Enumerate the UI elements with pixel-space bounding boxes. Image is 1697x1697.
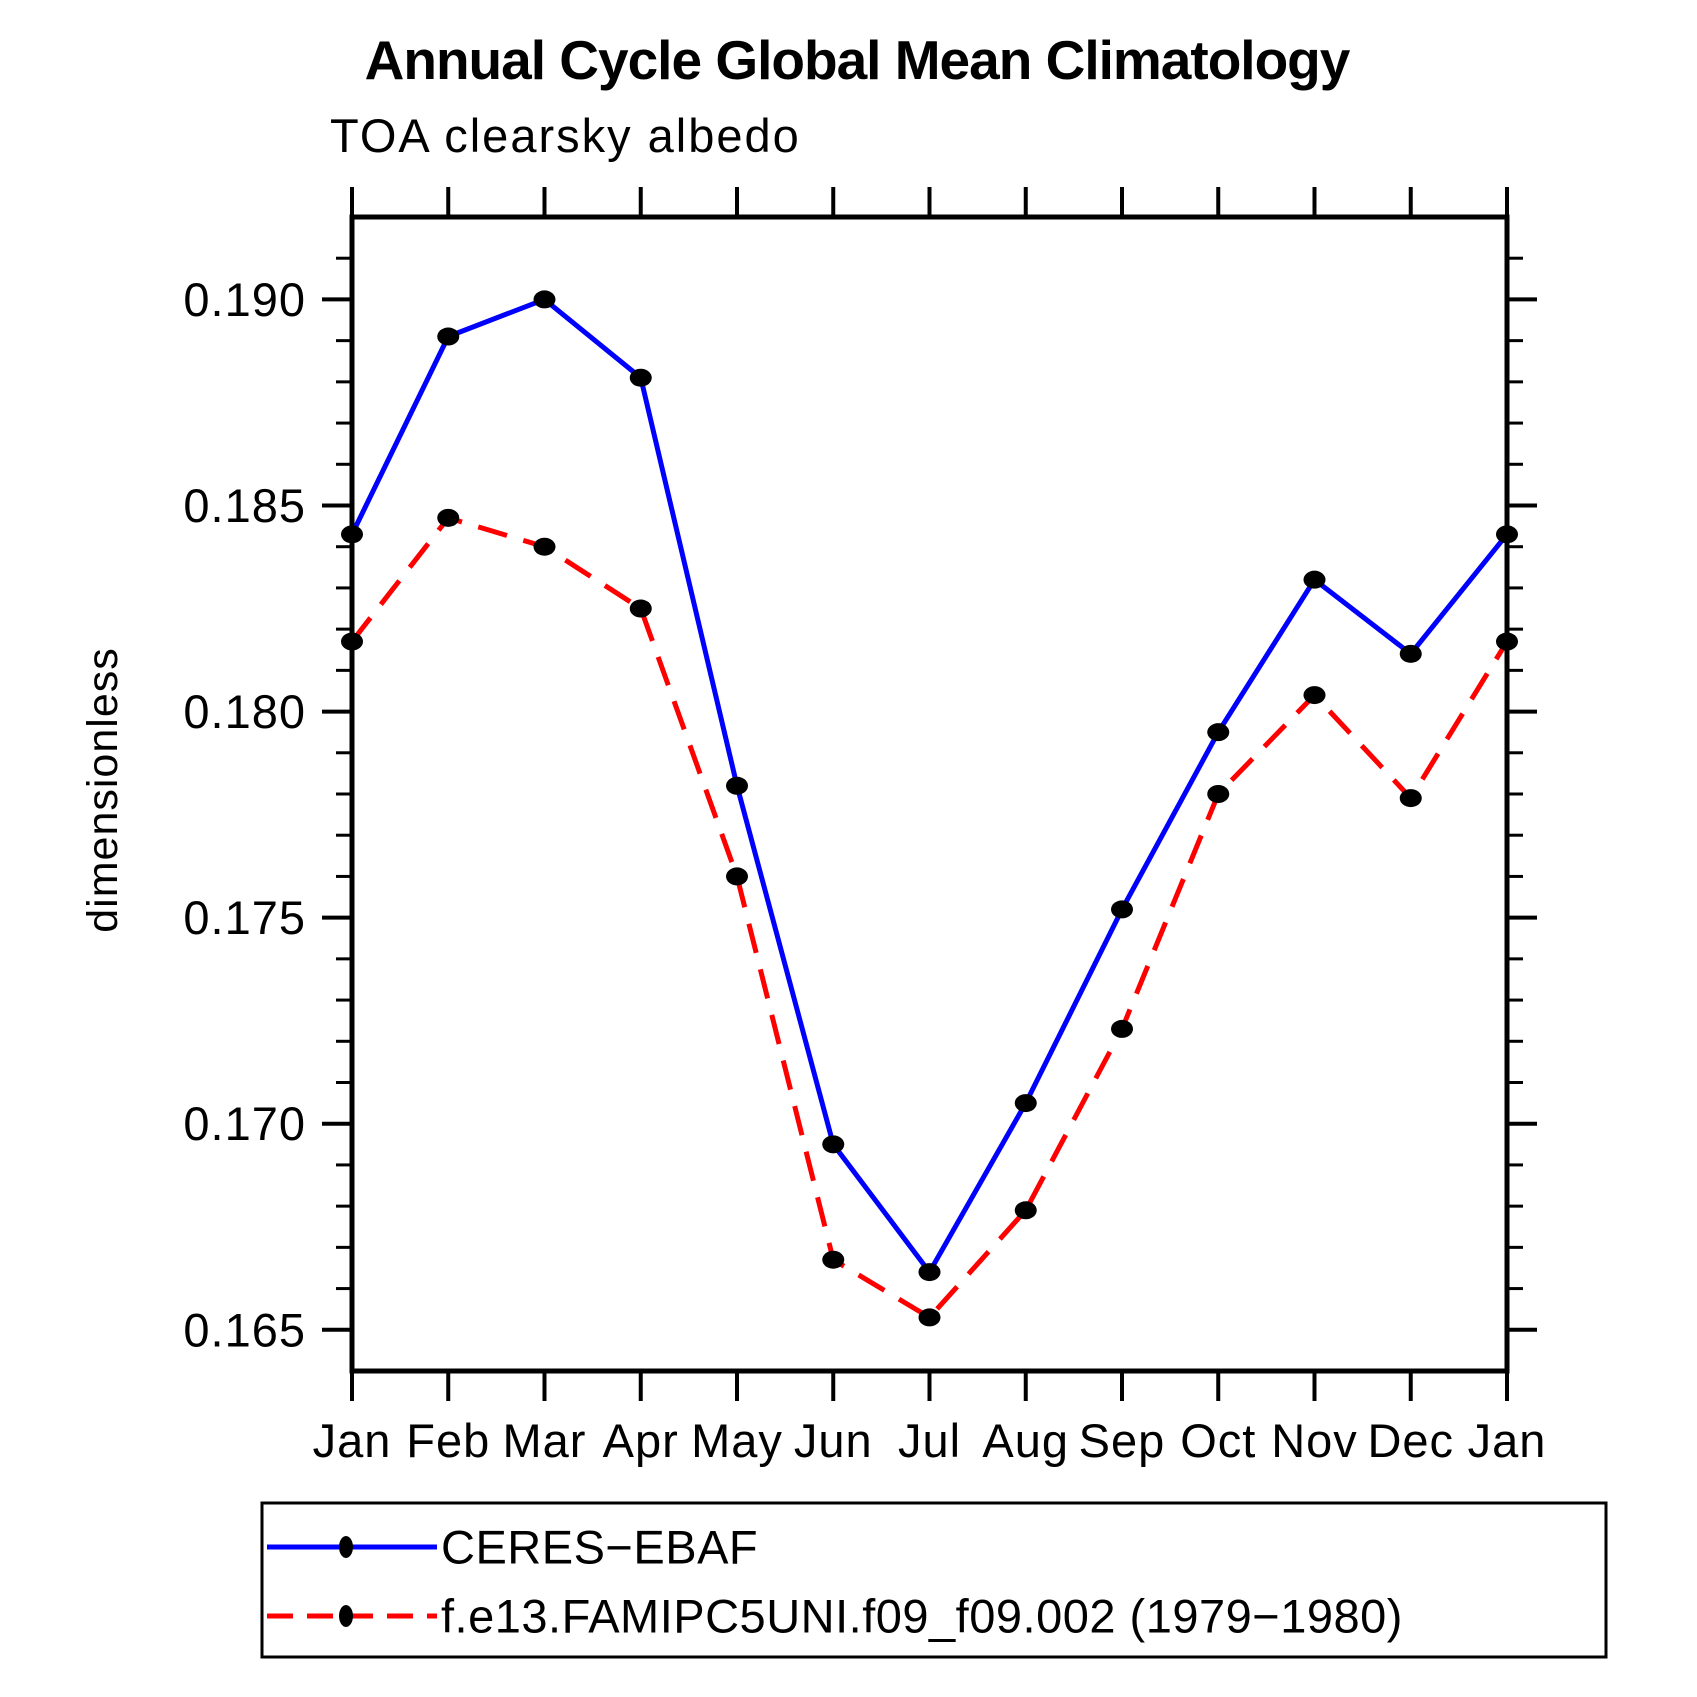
series-line-0 xyxy=(349,296,1509,1277)
legend-label-ceres: CERES−EBAF xyxy=(441,1521,758,1574)
y-tick-label: 0.175 xyxy=(183,891,306,944)
axis-ticks xyxy=(322,187,1537,1401)
data-point-0-5 xyxy=(822,1135,845,1154)
plot-border xyxy=(349,214,1510,1374)
x-tick-label: Jul xyxy=(898,1414,961,1467)
data-point-0-9 xyxy=(1207,723,1230,742)
data-point-1-5 xyxy=(822,1250,845,1269)
data-point-1-0 xyxy=(341,632,363,651)
x-tick-label: Oct xyxy=(1180,1414,1256,1467)
legend-entry-model: f.e13.FAMIPC5UNI.f09_f09.002 (1979−1980) xyxy=(267,1590,1403,1643)
y-tick-label: 0.185 xyxy=(183,479,306,532)
data-point-1-1 xyxy=(437,508,460,527)
legend-box xyxy=(260,1501,1608,1659)
chart-title: Annual Cycle Global Mean Climatology xyxy=(365,29,1351,91)
x-tick-label: Jan xyxy=(313,1414,392,1467)
legend-marker-dot xyxy=(339,1605,353,1627)
data-point-0-4 xyxy=(726,776,748,795)
y-tick-label: 0.190 xyxy=(183,273,306,326)
data-point-1-2 xyxy=(533,537,556,556)
y-axis-label: dimensionless xyxy=(79,647,127,932)
data-point-1-4 xyxy=(726,867,748,886)
legend-marker-dot xyxy=(339,1536,353,1558)
data-point-0-11 xyxy=(1399,644,1422,663)
data-markers xyxy=(341,290,1518,1327)
data-point-1-12 xyxy=(1496,632,1518,651)
data-point-1-10 xyxy=(1303,686,1326,705)
x-tick-label: Jun xyxy=(794,1414,873,1467)
y-tick-labels: 0.165 0.170 0.175 0.180 0.185 0.190 xyxy=(183,273,306,1356)
y-tick-label: 0.180 xyxy=(183,685,306,738)
y-tick-label: 0.170 xyxy=(183,1097,306,1150)
data-point-0-1 xyxy=(437,327,460,346)
x-tick-label: Apr xyxy=(603,1414,679,1467)
data-point-0-3 xyxy=(629,368,652,387)
legend-label-model: f.e13.FAMIPC5UNI.f09_f09.002 (1979−1980) xyxy=(441,1590,1403,1643)
data-point-1-3 xyxy=(629,599,652,618)
data-point-0-6 xyxy=(918,1263,941,1282)
data-point-0-2 xyxy=(533,290,556,309)
x-tick-label: Nov xyxy=(1271,1414,1358,1467)
x-tick-label: Feb xyxy=(406,1414,490,1467)
data-point-1-6 xyxy=(918,1308,941,1327)
data-point-1-9 xyxy=(1207,785,1230,803)
data-point-1-11 xyxy=(1399,789,1422,808)
x-tick-labels: Jan Feb Mar Apr May Jun Jul Aug Sep Oct Nov Dec Jan xyxy=(313,1414,1547,1467)
plot-area: 0.165 0.170 0.175 0.180 0.185 0.190 Jan Feb Mar… xyxy=(183,187,1547,1467)
series-line-1 xyxy=(350,514,1510,1321)
legend: CERES−EBAF f.e13.FAMIPC5UNI.f09_f09.002 … xyxy=(260,1501,1608,1659)
data-point-0-12 xyxy=(1496,525,1518,544)
data-point-0-7 xyxy=(1014,1094,1037,1113)
x-tick-label: Dec xyxy=(1367,1414,1454,1467)
legend-entry-ceres: CERES−EBAF xyxy=(267,1521,758,1574)
y-tick-label: 0.165 xyxy=(183,1303,306,1356)
x-tick-label: May xyxy=(691,1414,783,1467)
x-tick-label: Jan xyxy=(1468,1414,1547,1467)
data-point-0-10 xyxy=(1303,570,1326,589)
chart-subtitle: TOA clearsky albedo xyxy=(330,109,801,162)
x-tick-label: Aug xyxy=(982,1414,1069,1467)
x-tick-label: Mar xyxy=(503,1414,587,1467)
x-tick-label: Sep xyxy=(1079,1414,1166,1467)
data-series xyxy=(349,296,1510,1321)
data-point-0-8 xyxy=(1111,900,1133,919)
data-point-1-7 xyxy=(1014,1201,1037,1220)
data-point-0-0 xyxy=(341,525,363,544)
data-point-1-8 xyxy=(1111,1019,1133,1038)
